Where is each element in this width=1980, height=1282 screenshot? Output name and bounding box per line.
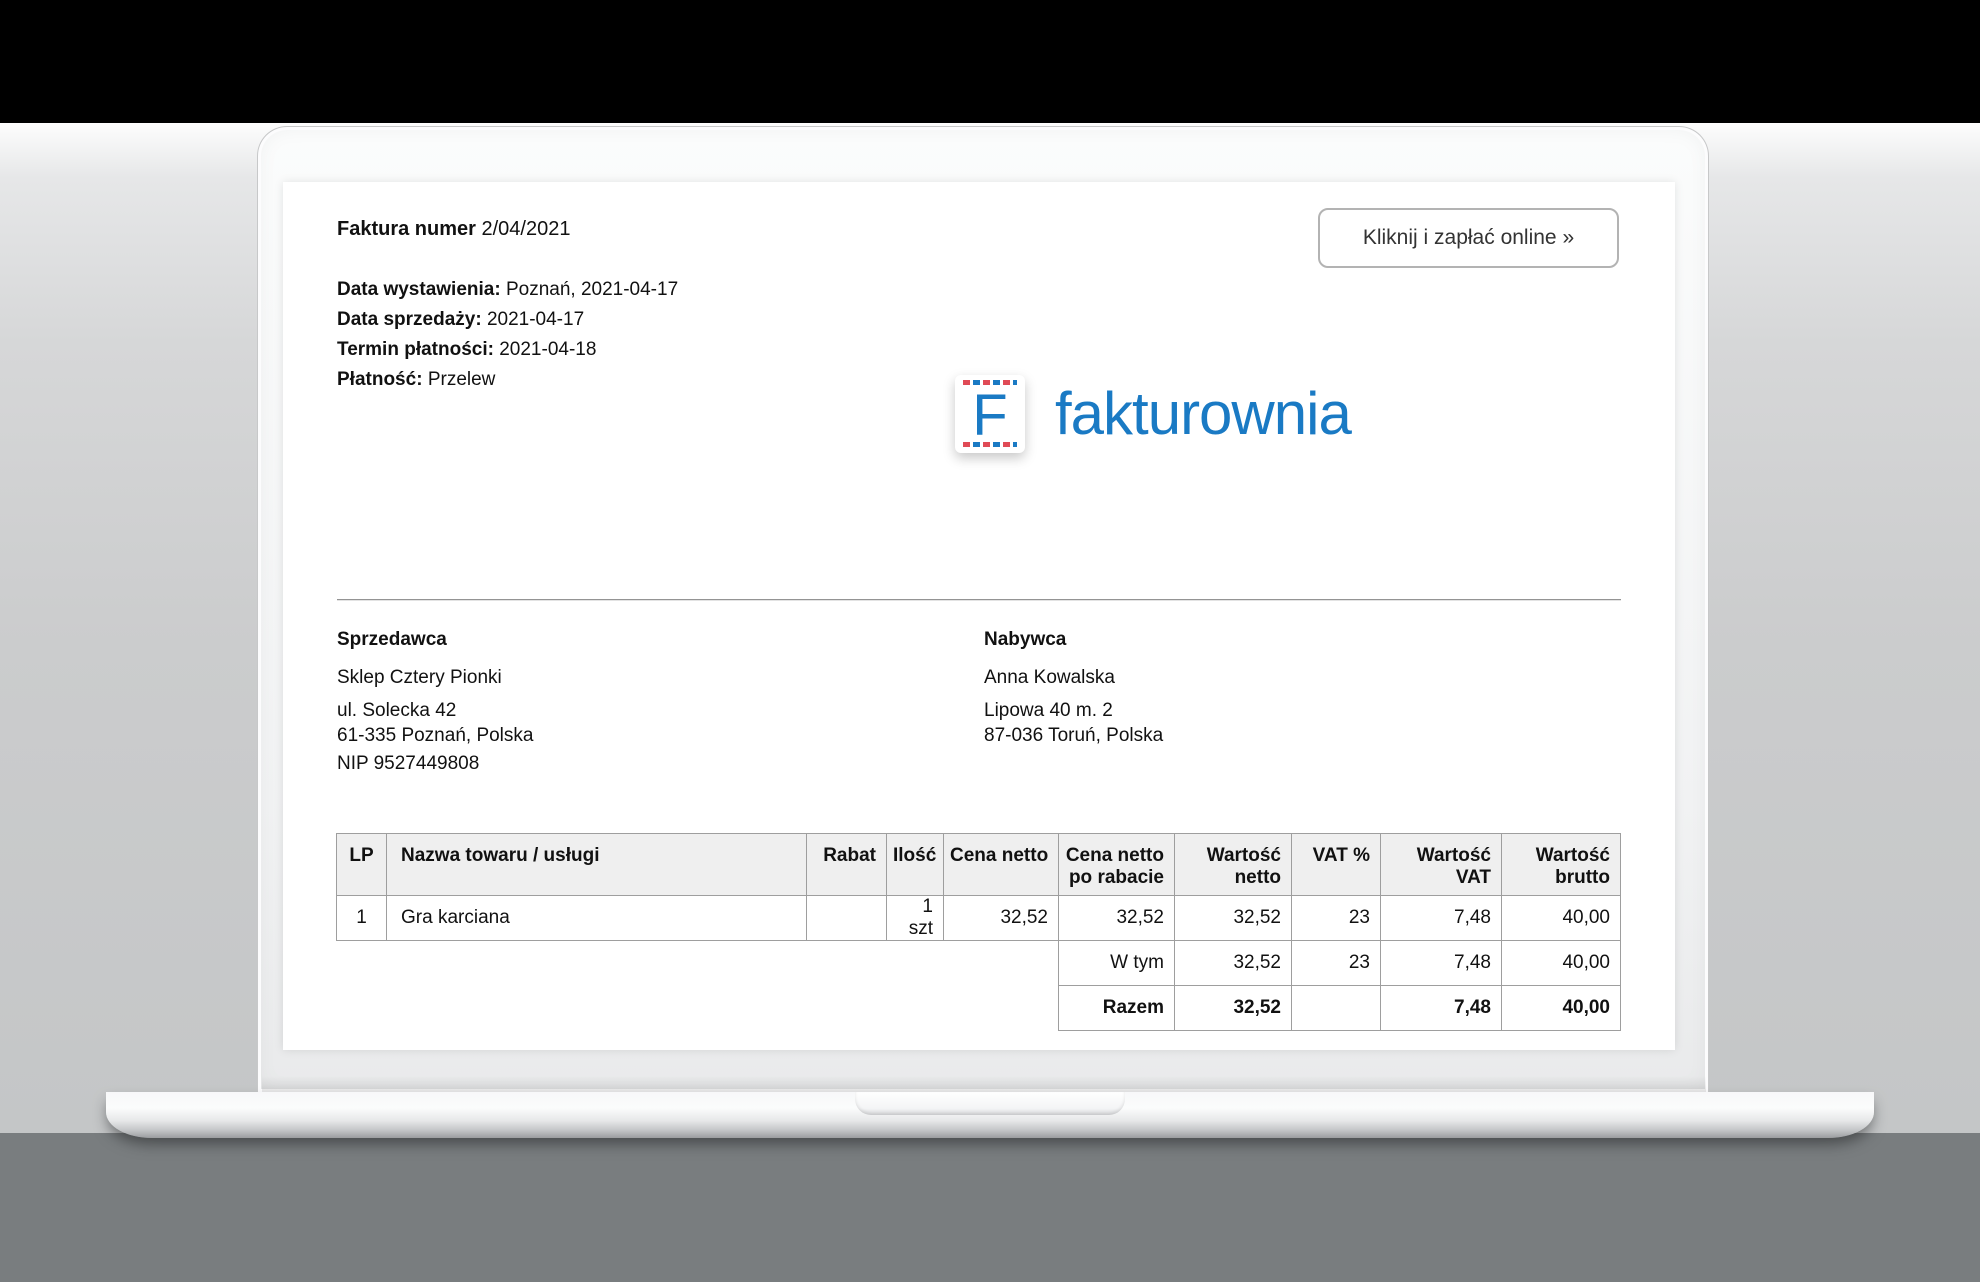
subtotal-label: W tym bbox=[1058, 940, 1175, 986]
item-lp: 1 bbox=[336, 895, 387, 941]
col-header-qty: Ilość bbox=[886, 833, 944, 896]
logo-letter: F bbox=[972, 383, 1008, 448]
total-vat-value: 7,48 bbox=[1380, 985, 1502, 1031]
invoice-items-table: LP Nazwa towaru / usługi Rabat Ilość Cen… bbox=[336, 833, 1621, 941]
invoice-meta: Data wystawienia: Poznań, 2021-04-17 Dat… bbox=[337, 275, 678, 395]
fakturownia-logo: F fakturownia bbox=[955, 375, 1352, 453]
subtotal-vat-value: 7,48 bbox=[1380, 940, 1502, 986]
laptop-base bbox=[106, 1092, 1874, 1138]
items-header-row: LP Nazwa towaru / usługi Rabat Ilość Cen… bbox=[336, 833, 1621, 896]
col-header-net-price-after-discount: Cena netto po rabacie bbox=[1058, 833, 1175, 896]
subtotal-net-value: 32,52 bbox=[1174, 940, 1292, 986]
item-net-price-after-discount: 32,52 bbox=[1058, 895, 1175, 941]
buyer-header: Nabywca bbox=[984, 629, 1067, 650]
col-header-lp: LP bbox=[336, 833, 387, 896]
total-gross-value: 40,00 bbox=[1501, 985, 1621, 1031]
logo-dashed-line-top bbox=[963, 380, 1017, 385]
invoice-totals-table: W tym 32,52 23 7,48 40,00 Razem 32,52 7,… bbox=[1058, 940, 1621, 1031]
seller-name: Sklep Cztery Pionki bbox=[337, 667, 502, 688]
buyer-section: Nabywca Anna Kowalska Lipowa 40 m. 2 87-… bbox=[984, 627, 1163, 748]
buyer-city: 87-036 Toruń, Polska bbox=[984, 725, 1164, 746]
total-net-value: 32,52 bbox=[1174, 985, 1292, 1031]
buyer-name: Anna Kowalska bbox=[984, 667, 1115, 688]
seller-tax-id: NIP 9527449808 bbox=[337, 753, 480, 774]
subtotal-vat-pct: 23 bbox=[1291, 940, 1381, 986]
item-discount bbox=[806, 895, 887, 941]
seller-city: 61-335 Poznań, Polska bbox=[337, 725, 534, 746]
item-name: Gra karciana bbox=[386, 895, 807, 941]
sale-date-line: Data sprzedaży: 2021-04-17 bbox=[337, 309, 585, 330]
payment-due-line: Termin płatności: 2021-04-18 bbox=[337, 339, 597, 360]
seller-section: Sprzedawca Sklep Cztery Pionki ul. Solec… bbox=[337, 627, 533, 776]
seller-header: Sprzedawca bbox=[337, 629, 447, 650]
item-net-value: 32,52 bbox=[1174, 895, 1292, 941]
logo-dashed-line-bottom bbox=[963, 442, 1017, 447]
item-vat-value: 7,48 bbox=[1380, 895, 1502, 941]
seller-street: ul. Solecka 42 bbox=[337, 700, 457, 721]
item-row: 1 Gra karciana 1 szt 32,52 32,52 32,52 2… bbox=[336, 895, 1621, 941]
pay-online-button[interactable]: Kliknij i zapłać online » bbox=[1318, 208, 1619, 268]
col-header-net-price: Cena netto bbox=[943, 833, 1059, 896]
total-vat-pct bbox=[1291, 985, 1381, 1031]
background-lower bbox=[0, 1133, 1980, 1282]
col-header-name: Nazwa towaru / usługi bbox=[386, 833, 807, 896]
col-header-vat-value: Wartość VAT bbox=[1380, 833, 1502, 896]
col-header-gross-value: Wartość brutto bbox=[1501, 833, 1621, 896]
invoice-number-label: Faktura numer bbox=[337, 218, 476, 240]
section-divider bbox=[337, 599, 1621, 601]
item-qty: 1 szt bbox=[886, 895, 944, 941]
item-gross-value: 40,00 bbox=[1501, 895, 1621, 941]
issue-date-line: Data wystawienia: Poznań, 2021-04-17 bbox=[337, 279, 679, 300]
fakturownia-logo-icon: F bbox=[955, 375, 1025, 453]
invoice-number-value: 2/04/2021 bbox=[481, 218, 571, 240]
top-black-bar bbox=[0, 0, 1980, 123]
total-row: Razem 32,52 7,48 40,00 bbox=[1058, 985, 1621, 1031]
subtotal-gross-value: 40,00 bbox=[1501, 940, 1621, 986]
invoice-number-line: Faktura numer 2/04/2021 bbox=[337, 218, 570, 241]
item-vat-pct: 23 bbox=[1291, 895, 1381, 941]
buyer-street: Lipowa 40 m. 2 bbox=[984, 700, 1113, 721]
total-label: Razem bbox=[1058, 985, 1175, 1031]
col-header-discount: Rabat bbox=[806, 833, 887, 896]
subtotal-row: W tym 32,52 23 7,48 40,00 bbox=[1058, 940, 1621, 986]
fakturownia-logo-text: fakturownia bbox=[1055, 380, 1352, 447]
col-header-vat-pct: VAT % bbox=[1291, 833, 1381, 896]
payment-method-line: Płatność: Przelew bbox=[337, 369, 496, 390]
laptop-base-notch bbox=[855, 1092, 1125, 1115]
item-net-price: 32,52 bbox=[943, 895, 1059, 941]
invoice-document: Faktura numer 2/04/2021 Data wystawienia… bbox=[283, 182, 1675, 1050]
col-header-net-value: Wartość netto bbox=[1174, 833, 1292, 896]
laptop-hinge-shade bbox=[262, 1076, 1706, 1092]
